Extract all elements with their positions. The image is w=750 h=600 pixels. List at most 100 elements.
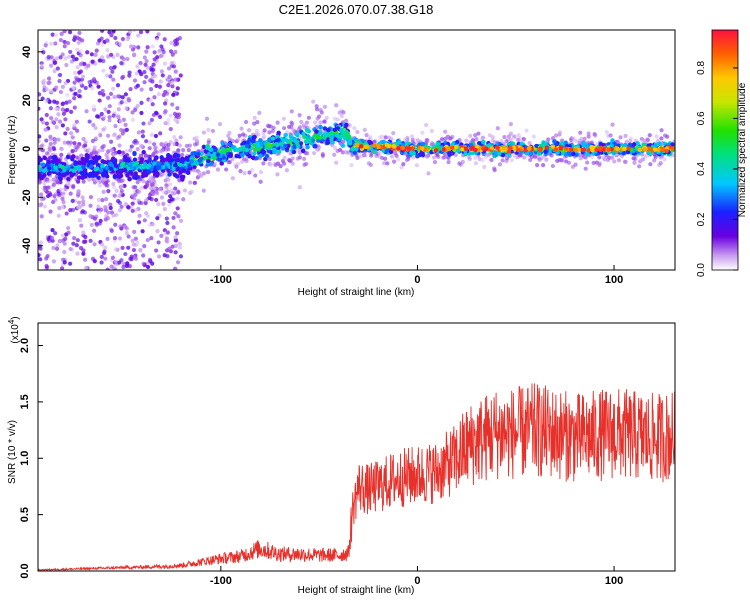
spectrogram-point [105, 95, 111, 100]
spectrogram-point [626, 146, 631, 151]
spectrogram-point [282, 155, 287, 160]
spectrogram-point [402, 137, 408, 142]
spectrogram-point [142, 55, 147, 60]
spectrogram-point [141, 150, 146, 155]
spectrogram-point [141, 179, 146, 184]
spectrogram-point [38, 139, 41, 144]
spectrogram-point [247, 170, 252, 175]
spectrogram-point [147, 146, 152, 151]
spectrogram-point [159, 69, 164, 74]
spectrogram-point [312, 143, 317, 149]
spectrogram-point [431, 155, 437, 160]
spectrogram-point [165, 220, 170, 226]
spectrogram-point [305, 144, 310, 150]
spectrogram-point [188, 180, 193, 185]
spectrogram-point [46, 54, 51, 60]
spectrogram-point [473, 133, 478, 138]
spectrogram-point [87, 79, 92, 85]
y-tick-label: 1.5 [19, 394, 31, 409]
spectrogram-point [234, 164, 239, 169]
spectrogram-point [264, 153, 270, 159]
spectrogram-point [126, 205, 131, 210]
spectrogram-point [48, 137, 53, 142]
spectrogram-point [297, 185, 302, 190]
spectrogram-point [181, 197, 186, 202]
spectrogram-point [162, 206, 167, 212]
spectrogram-point [244, 147, 249, 153]
spectrogram-point [270, 128, 275, 134]
spectrogram-point [141, 165, 146, 170]
spectrogram-point [126, 234, 131, 239]
spectrogram-point [593, 133, 598, 138]
spectrogram-point [47, 99, 52, 104]
spectrogram-point [322, 135, 327, 140]
spectrogram-point [108, 205, 113, 211]
spectrogram-point [81, 230, 86, 235]
spectrogram-point [91, 104, 96, 109]
spectrogram-point [342, 134, 347, 140]
spectrogram-point [307, 138, 312, 144]
spectrogram-point [247, 137, 252, 142]
spectrogram-point [358, 144, 364, 149]
spectrogram-point [368, 135, 373, 140]
spectrogram-point [81, 144, 86, 149]
spectrogram-point [68, 191, 73, 196]
spectrogram-point [637, 147, 642, 153]
spectrogram-point [96, 179, 101, 184]
spectrogram-point [127, 176, 132, 182]
spectrogram-point [224, 167, 229, 172]
spectrogram-point [95, 114, 100, 119]
spectrogram-point [145, 65, 150, 70]
spectrogram-point [100, 242, 105, 247]
spectrogram-point [237, 133, 242, 138]
spectrogram-point [81, 248, 86, 253]
spectrogram-point [623, 159, 628, 165]
spectrogram-point [112, 152, 117, 157]
spectrogram-point [146, 169, 151, 174]
spectrogram-point [112, 193, 118, 198]
spectrogram-point [177, 241, 182, 246]
spectrogram-point [175, 260, 181, 265]
spectrogram-point [83, 140, 88, 145]
spectrogram-point [131, 185, 136, 190]
spectrogram-point [91, 77, 97, 82]
spectrogram-point [352, 126, 357, 131]
spectrogram-point [50, 119, 55, 124]
spectrogram-point [610, 122, 615, 127]
spectrogram-point [590, 154, 595, 160]
spectrogram-point [252, 115, 257, 120]
spectrogram-point [94, 221, 99, 226]
spectrogram-point [46, 160, 51, 165]
spectrogram-point [111, 213, 116, 218]
spectrogram-point [228, 152, 233, 157]
spectrogram-point [66, 54, 72, 59]
spectrogram-point [597, 155, 602, 160]
spectrogram-point [133, 256, 138, 261]
spectrogram-point [150, 182, 156, 187]
spectrogram-point [65, 92, 70, 97]
spectrogram-point [64, 171, 70, 176]
spectrogram-point [363, 153, 368, 158]
spectrogram-point [201, 130, 207, 135]
spectrogram-point [158, 114, 163, 120]
spectrogram-point [173, 238, 178, 243]
spectrogram-point [49, 88, 54, 94]
colorbar-label: Normalized spectral amplitude [737, 82, 748, 217]
spectrogram-point [76, 200, 82, 205]
spectrogram-point [112, 94, 117, 100]
spectrogram-point [197, 170, 203, 175]
spectrogram-point [159, 195, 165, 200]
spectrogram-point [160, 73, 165, 78]
spectrogram-point [128, 148, 133, 153]
spectrogram-point [141, 121, 146, 126]
x-tick-label: 100 [605, 274, 623, 286]
spectrogram-point [123, 100, 129, 105]
spectrogram-point [541, 163, 546, 168]
spectrogram-point [145, 45, 150, 50]
spectrogram-point [113, 259, 119, 264]
spectrogram-point [83, 85, 88, 91]
spectrogram-point [173, 42, 178, 47]
spectrogram-point [113, 222, 118, 227]
spectrogram-point [184, 156, 189, 161]
spectrogram-point [58, 176, 63, 182]
